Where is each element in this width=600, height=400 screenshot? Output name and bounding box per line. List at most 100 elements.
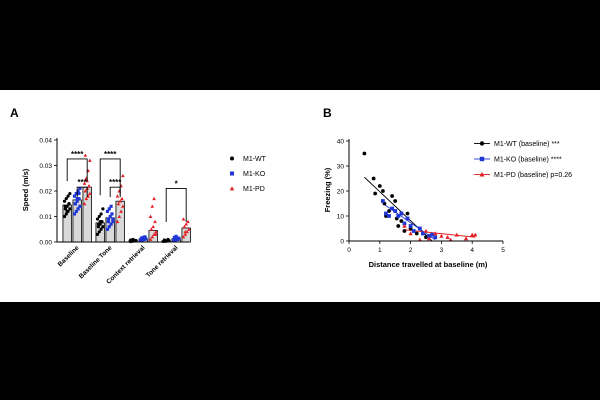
data-point-m1-pd (121, 204, 125, 208)
data-point-m1-wt (68, 191, 72, 196)
data-point-m1-pd (83, 153, 88, 157)
data-point-m1-pd (120, 196, 124, 201)
data-point-m1-pd (454, 232, 459, 237)
fit-line-m1-pd (404, 229, 476, 238)
data-point-m1-ko (408, 224, 413, 228)
legend-marker-m1-ko (230, 171, 234, 176)
significance-bracket (109, 186, 121, 198)
data-point-m1-wt (390, 194, 395, 198)
data-point-m1-pd (84, 196, 89, 201)
data-point-m1-ko (105, 209, 110, 213)
data-point-m1-pd (463, 236, 469, 241)
data-point-m1-wt (387, 209, 391, 213)
y-axis-label-a: Speed (m/s) (21, 168, 30, 211)
data-point-m1-wt (380, 189, 385, 193)
data-point-m1-pd (181, 235, 186, 239)
data-point-m1-wt (101, 225, 105, 229)
data-point-m1-ko (106, 220, 110, 224)
data-point-m1-ko (144, 237, 148, 241)
data-point-m1-pd (152, 196, 156, 201)
data-point-m1-ko (390, 206, 395, 211)
data-point-m1-ko (174, 234, 178, 238)
data-point-m1-ko (142, 237, 146, 242)
data-point-m1-wt (99, 227, 103, 231)
data-point-m1-wt (97, 214, 101, 219)
data-point-m1-pd (119, 209, 123, 213)
legend-label-m1-wt: M1-WT (243, 156, 267, 163)
significance-label: **** (109, 178, 122, 187)
data-point-m1-ko (176, 237, 180, 242)
significance-label: * (175, 179, 179, 188)
legend-label-m1-pd: M1-PD (243, 186, 265, 193)
data-point-m1-ko (77, 197, 81, 201)
bar-chart-speed: Speed (m/s) 0.00 0.01 0.02 0.03 0.04 Baselin… (21, 138, 267, 286)
y-tick-label-a: 0.02 (39, 189, 52, 196)
x-tick-label-baseline-tone: Baseline Tone (78, 244, 114, 280)
y-axis-label-b: Freezing (%) (323, 167, 332, 212)
data-point-m1-pd (187, 227, 191, 231)
data-point-m1-pd (154, 229, 158, 234)
data-point-m1-pd (183, 229, 188, 234)
legend-marker-m1-wt (230, 156, 234, 161)
data-point-m1-ko (173, 238, 177, 242)
x-tick-label-b: 3 (440, 247, 444, 254)
data-point-m1-pd (82, 181, 87, 185)
data-point-m1-pd (423, 228, 429, 233)
panel-label-a: A (10, 106, 19, 120)
data-point-m1-ko (111, 217, 115, 221)
data-point-m1-wt (377, 184, 382, 188)
y-tick-label-a: 0.04 (39, 138, 52, 145)
data-point-m1-wt (402, 229, 407, 233)
y-tick-label-b: 40 (337, 139, 345, 146)
data-point-m1-ko (74, 191, 78, 196)
data-point-m1-pd (439, 233, 444, 238)
data-point-m1-pd (182, 224, 187, 229)
data-point-m1-wt (424, 235, 428, 240)
legend-label-m1-ko: M1-KO (baseline) **** (494, 157, 562, 164)
data-point-m1-ko (76, 207, 80, 211)
data-point-m1-ko (107, 207, 111, 211)
data-point-m1-ko (108, 214, 112, 219)
data-point-m1-pd (88, 158, 92, 162)
data-point-m1-wt (95, 217, 100, 221)
data-point-m1-wt (65, 204, 69, 208)
data-point-m1-pd (83, 189, 88, 193)
data-point-m1-wt (396, 224, 401, 228)
y-tick-label-b: 0 (340, 239, 344, 246)
y-tick-label-a: 0.03 (39, 163, 52, 170)
x-axis-label-b: Distance travelled at baseline (m) (369, 260, 488, 269)
data-point-m1-ko (143, 235, 147, 239)
data-point-m1-pd (184, 222, 189, 226)
data-point-m1-ko (399, 211, 404, 216)
data-point-m1-ko (380, 199, 385, 203)
legend-marker-m1-ko (479, 156, 485, 162)
data-point-m1-wt (393, 199, 398, 203)
data-point-m1-pd (150, 235, 155, 239)
y-tick-label-a: 0.01 (39, 214, 52, 221)
data-point-m1-wt (373, 191, 378, 196)
significance-bracket (76, 186, 88, 198)
data-point-m1-ko (110, 212, 114, 216)
data-point-m1-pd (433, 231, 438, 236)
y-tick-label-b: 30 (337, 164, 345, 171)
data-point-m1-pd (116, 201, 121, 206)
data-point-m1-ko (140, 238, 144, 242)
significance-bracket (99, 158, 121, 196)
legend-label-m1-pd: M1-PD (baseline) p=0.26 (494, 172, 572, 179)
data-point-m1-pd (149, 227, 154, 231)
data-point-m1-ko (78, 186, 82, 191)
data-point-m1-ko (111, 220, 115, 224)
legend-label-m1-wt: M1-WT (baseline) *** (494, 141, 560, 148)
data-point-m1-pd (118, 199, 123, 203)
data-point-m1-ko (411, 229, 416, 233)
legend-marker-m1-pd (479, 171, 485, 177)
y-tick-label-b: 20 (337, 189, 345, 196)
data-point-m1-ko (430, 232, 435, 237)
data-point-m1-ko (405, 216, 410, 221)
x-tick-label-b: 2 (409, 247, 413, 254)
data-point-m1-pd (181, 217, 186, 221)
data-point-m1-wt (63, 207, 67, 211)
data-point-m1-wt (371, 176, 376, 181)
y-tick-label-a: 0.00 (39, 240, 52, 247)
